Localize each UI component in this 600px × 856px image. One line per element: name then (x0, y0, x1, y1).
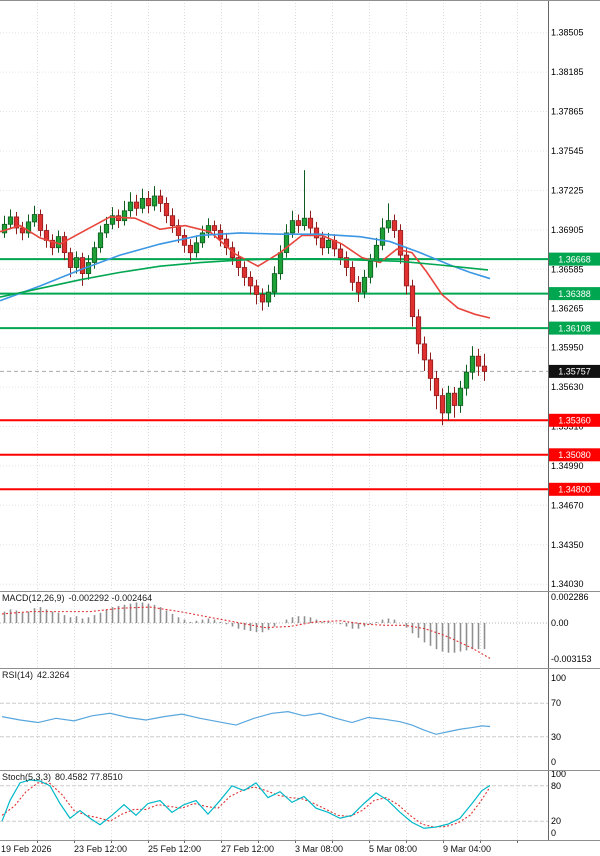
svg-text:0.002286: 0.002286 (551, 592, 589, 602)
rsi-label: RSI(14) 42.3264 (2, 670, 74, 680)
stoch-label: Stoch(5,3,3) 80.4582 77.8510 (2, 772, 127, 782)
price-badge: 1.35080 (549, 448, 600, 462)
price-badge: 1.36388 (549, 287, 600, 301)
svg-text:100: 100 (551, 770, 566, 779)
svg-text:30: 30 (551, 732, 561, 742)
vertical-gridlines (37, 0, 518, 591)
svg-text:23 Feb 12:00: 23 Feb 12:00 (74, 844, 127, 854)
macd-signal-line (1, 606, 491, 659)
svg-text:1.34670: 1.34670 (551, 500, 584, 510)
svg-text:1.36108: 1.36108 (558, 323, 591, 333)
svg-text:19 Feb 2026: 19 Feb 2026 (1, 844, 52, 854)
axis-tick-labels: 0.002286 0.00 -0.003153 (551, 592, 592, 664)
svg-text:1.37225: 1.37225 (551, 185, 584, 195)
svg-text:1.35950: 1.35950 (551, 343, 584, 353)
svg-text:5 Mar 08:00: 5 Mar 08:00 (369, 844, 417, 854)
price-badge: 1.36108 (549, 321, 600, 335)
panel-separator[interactable] (0, 840, 600, 841)
svg-text:1.35080: 1.35080 (558, 450, 591, 460)
svg-text:3 Mar 08:00: 3 Mar 08:00 (295, 844, 343, 854)
ma-long-green (0, 258, 489, 298)
svg-text:1.37545: 1.37545 (551, 146, 584, 156)
macd-histogram (3, 602, 486, 653)
stoch-panel-canvas[interactable]: 100 80 20 0 (0, 770, 600, 840)
panel-separator[interactable] (0, 591, 600, 592)
stoch-name: Stoch(5,3,3) (2, 772, 52, 782)
svg-text:25 Feb 12:00: 25 Feb 12:00 (148, 844, 201, 854)
panel-separator[interactable] (0, 668, 600, 669)
svg-text:27 Feb 12:00: 27 Feb 12:00 (221, 844, 274, 854)
macd-name: MACD(12,26,9) (2, 593, 65, 603)
panel-separator[interactable] (0, 770, 600, 771)
svg-text:1.36905: 1.36905 (551, 225, 584, 235)
svg-text:1.36668: 1.36668 (558, 254, 591, 264)
svg-text:1.35630: 1.35630 (551, 382, 584, 392)
horizontal-gridlines (0, 32, 548, 585)
macd-values: -0.002292 -0.002464 (68, 593, 153, 603)
svg-text:1.36585: 1.36585 (551, 264, 584, 274)
axis-tick-labels: 100 80 20 0 (551, 770, 566, 838)
stoch-d-line (1, 782, 491, 828)
price-axis-labels: 1.38505 1.38185 1.37865 1.37545 1.37225 1.369… (551, 28, 584, 590)
chart-top-border (0, 0, 600, 1)
axis-tick-labels: 100 70 30 0 (551, 673, 566, 767)
svg-text:0.00: 0.00 (551, 618, 569, 628)
svg-text:1.36388: 1.36388 (558, 289, 591, 299)
svg-text:100: 100 (551, 673, 566, 683)
macd-label: MACD(12,26,9) -0.002292 -0.002464 (2, 593, 156, 603)
price-chart-canvas[interactable]: 1.38505 1.38185 1.37865 1.37545 1.37225 1.369… (0, 0, 600, 591)
svg-text:1.34800: 1.34800 (558, 485, 591, 495)
svg-text:1.35757: 1.35757 (558, 367, 591, 377)
vertical-gridlines (37, 668, 518, 770)
svg-text:1.35360: 1.35360 (558, 415, 591, 425)
vertical-gridlines (37, 591, 518, 668)
rsi-values: 42.3264 (37, 670, 70, 680)
svg-text:0: 0 (551, 757, 556, 767)
time-axis: 19 Feb 2026 23 Feb 12:00 25 Feb 12:00 27 Fe… (1, 840, 518, 854)
svg-text:9 Mar 04:00: 9 Mar 04:00 (443, 844, 491, 854)
svg-text:1.38505: 1.38505 (551, 28, 584, 38)
svg-text:1.38185: 1.38185 (551, 67, 584, 77)
macd-panel-canvas[interactable]: 0.002286 0.00 -0.003153 (0, 591, 600, 668)
svg-text:80: 80 (551, 781, 561, 791)
svg-text:1.37865: 1.37865 (551, 107, 584, 117)
rsi-line (1, 711, 491, 735)
ma-fast-red (0, 216, 491, 319)
svg-text:1.34350: 1.34350 (551, 540, 584, 550)
svg-text:20: 20 (551, 816, 561, 826)
stoch-values: 80.4582 77.8510 (55, 772, 123, 782)
svg-text:70: 70 (551, 698, 561, 708)
price-badge: 1.36668 (549, 252, 600, 266)
svg-text:0: 0 (551, 828, 556, 838)
price-badge: 1.35360 (549, 413, 600, 427)
ma-slow-blue (0, 232, 491, 302)
svg-text:1.36265: 1.36265 (551, 304, 584, 314)
svg-text:1.34030: 1.34030 (551, 579, 584, 589)
price-badge: 1.34800 (549, 482, 600, 496)
rsi-name: RSI(14) (2, 670, 34, 680)
price-badge: 1.35757 (549, 364, 600, 378)
svg-text:-0.003153: -0.003153 (551, 654, 592, 664)
stoch-k-line (1, 779, 491, 829)
time-labels: 19 Feb 2026 23 Feb 12:00 25 Feb 12:00 27 Fe… (1, 844, 491, 854)
svg-text:1.34990: 1.34990 (551, 461, 584, 471)
rsi-panel-canvas[interactable]: 100 70 30 0 (0, 668, 600, 770)
